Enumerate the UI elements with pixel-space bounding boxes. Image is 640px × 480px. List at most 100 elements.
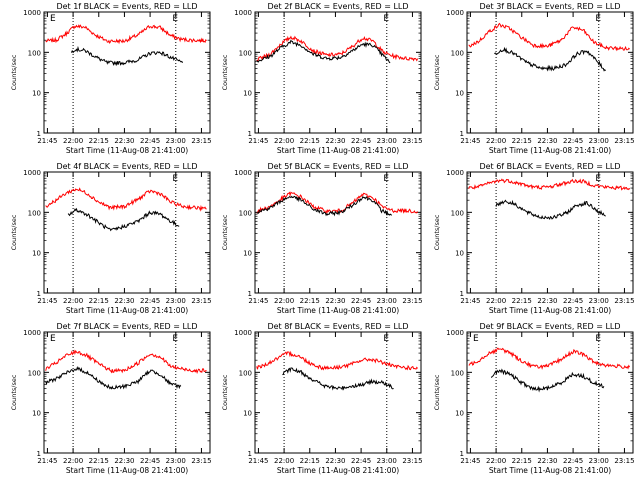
x-tick-label: 23:15 <box>191 137 211 145</box>
x-tick-label: 21:45 <box>37 457 57 465</box>
x-tick-label: 22:45 <box>563 297 583 305</box>
x-tick-label: 23:00 <box>589 297 609 305</box>
events-series-line <box>490 368 605 393</box>
x-tick-label: 22:15 <box>89 297 109 305</box>
chart-title: Det 7f BLACK = Events, RED = LLD <box>56 322 197 331</box>
x-tick-label: 22:15 <box>512 297 532 305</box>
x-tick-label: 22:00 <box>274 457 294 465</box>
y-axis-label: Counts/sec <box>10 214 18 250</box>
y-tick-label: 1000 <box>23 9 41 17</box>
x-tick-label: 23:15 <box>614 137 634 145</box>
y-tick-label: 10 <box>243 90 252 98</box>
chart-title: Det 4f BLACK = Events, RED = LLD <box>56 162 197 171</box>
lld-series-line <box>468 22 630 52</box>
y-tick-label: 100 <box>28 369 41 377</box>
x-tick-label: 23:15 <box>191 297 211 305</box>
x-tick-label: 22:15 <box>300 297 320 305</box>
event-marker: E <box>383 14 389 24</box>
events-series-line <box>256 39 391 64</box>
x-tick-label: 22:30 <box>114 137 134 145</box>
y-tick-label: 10 <box>32 250 41 258</box>
y-tick-label: 100 <box>451 49 464 57</box>
events-series-line <box>45 366 182 390</box>
x-tick-label: 22:00 <box>486 457 506 465</box>
lld-series-line <box>256 191 419 215</box>
event-marker: E <box>595 174 601 184</box>
y-axis-label: Counts/sec <box>10 54 18 90</box>
x-tick-label: 23:00 <box>166 137 186 145</box>
x-tick-label: 22:45 <box>140 137 160 145</box>
x-tick-label: 22:30 <box>325 297 345 305</box>
x-tick-label: 22:30 <box>325 137 345 145</box>
x-tick-label: 23:00 <box>377 297 397 305</box>
x-tick-label: 21:45 <box>248 137 268 145</box>
y-axis-label: Counts/sec <box>221 374 229 410</box>
lld-series-line <box>45 349 207 374</box>
plot-frame <box>254 171 422 294</box>
x-tick-label: 22:45 <box>563 137 583 145</box>
x-tick-label: 22:45 <box>351 137 371 145</box>
x-tick-label: 23:00 <box>589 457 609 465</box>
y-tick-label: 100 <box>28 209 41 217</box>
plot-frame <box>43 331 211 454</box>
x-tick-label: 23:15 <box>402 137 422 145</box>
y-tick-label: 100 <box>451 209 464 217</box>
chart-title: Det 6f BLACK = Events, RED = LLD <box>479 162 620 171</box>
y-tick-label: 1000 <box>234 329 252 337</box>
y-tick-label: 1 <box>248 450 252 458</box>
y-axis-label: Counts/sec <box>10 374 18 410</box>
lld-series-line <box>45 187 207 212</box>
event-marker: E <box>473 334 479 344</box>
y-tick-label: 100 <box>28 49 41 57</box>
x-axis-label: Start Time (11-Aug-08 21:41:00) <box>489 466 611 475</box>
event-marker: E <box>383 174 389 184</box>
x-tick-label: 22:30 <box>114 297 134 305</box>
y-tick-label: 1000 <box>446 329 464 337</box>
x-tick-label: 22:45 <box>140 457 160 465</box>
x-tick-label: 23:00 <box>166 457 186 465</box>
y-tick-label: 1 <box>37 130 41 138</box>
plot-frame <box>254 11 422 134</box>
y-axis-label: Counts/sec <box>221 54 229 90</box>
y-tick-label: 100 <box>239 209 252 217</box>
event-marker: E <box>172 174 178 184</box>
y-tick-label: 10 <box>243 250 252 258</box>
x-tick-label: 22:15 <box>89 137 109 145</box>
y-tick-label: 1000 <box>23 169 41 177</box>
y-tick-label: 1000 <box>23 329 41 337</box>
y-axis-label: Counts/sec <box>433 374 441 410</box>
x-tick-label: 21:45 <box>37 297 57 305</box>
x-tick-label: 23:15 <box>191 457 211 465</box>
y-tick-label: 1000 <box>234 9 252 17</box>
y-tick-label: 1 <box>248 130 252 138</box>
plot-frame <box>43 171 211 294</box>
chart-panel: Det 2f BLACK = Events, RED = LLD E 1 10 100 1… <box>221 2 423 155</box>
y-tick-label: 1 <box>37 450 41 458</box>
chart-title: Det 1f BLACK = Events, RED = LLD <box>56 2 197 11</box>
lld-series-line <box>45 24 207 45</box>
y-tick-label: 1000 <box>234 169 252 177</box>
x-tick-label: 22:45 <box>351 457 371 465</box>
event-marker: E <box>50 14 56 24</box>
chart-panel: Det 6f BLACK = Events, RED = LLD E 1 10 100 1… <box>433 162 635 315</box>
plot-frame <box>466 331 634 454</box>
y-tick-label: 1 <box>460 450 464 458</box>
x-tick-label: 22:00 <box>63 457 83 465</box>
y-tick-label: 1000 <box>446 169 464 177</box>
plot-frame <box>43 11 211 134</box>
event-marker: E <box>50 334 56 344</box>
event-marker: E <box>383 334 389 344</box>
x-tick-label: 23:15 <box>614 457 634 465</box>
x-tick-label: 22:30 <box>537 297 557 305</box>
y-tick-label: 1 <box>460 290 464 298</box>
events-series-line <box>70 45 184 67</box>
x-tick-label: 21:45 <box>248 297 268 305</box>
y-tick-label: 100 <box>239 369 252 377</box>
x-axis-label: Start Time (11-Aug-08 21:41:00) <box>277 466 399 475</box>
lld-series-line <box>256 350 418 371</box>
y-tick-label: 10 <box>455 90 464 98</box>
y-tick-label: 10 <box>455 410 464 418</box>
x-tick-label: 22:15 <box>300 137 320 145</box>
